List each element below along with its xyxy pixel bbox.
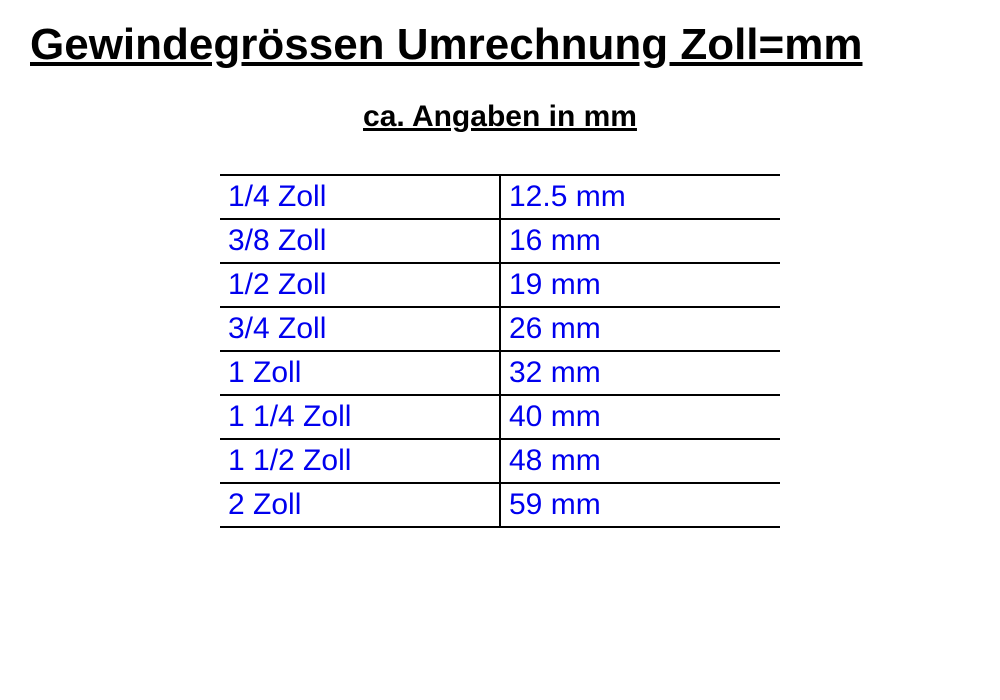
table-row: 3/4 Zoll 26 mm <box>220 307 780 351</box>
table-row: 3/8 Zoll 16 mm <box>220 219 780 263</box>
zoll-cell: 2 Zoll <box>220 483 500 527</box>
table-row: 2 Zoll 59 mm <box>220 483 780 527</box>
conversion-table-container: 1/4 Zoll 12.5 mm 3/8 Zoll 16 mm 1/2 Zoll… <box>30 174 970 528</box>
zoll-cell: 3/8 Zoll <box>220 219 500 263</box>
zoll-cell: 1 1/2 Zoll <box>220 439 500 483</box>
zoll-cell: 1 Zoll <box>220 351 500 395</box>
table-row: 1/4 Zoll 12.5 mm <box>220 175 780 219</box>
conversion-table: 1/4 Zoll 12.5 mm 3/8 Zoll 16 mm 1/2 Zoll… <box>220 174 780 528</box>
mm-cell: 26 mm <box>500 307 780 351</box>
mm-cell: 32 mm <box>500 351 780 395</box>
mm-cell: 40 mm <box>500 395 780 439</box>
page-title: Gewindegrössen Umrechnung Zoll=mm <box>30 20 970 70</box>
table-row: 1 Zoll 32 mm <box>220 351 780 395</box>
zoll-cell: 1/4 Zoll <box>220 175 500 219</box>
table-row: 1 1/2 Zoll 48 mm <box>220 439 780 483</box>
zoll-cell: 1 1/4 Zoll <box>220 395 500 439</box>
zoll-cell: 1/2 Zoll <box>220 263 500 307</box>
mm-cell: 59 mm <box>500 483 780 527</box>
mm-cell: 48 mm <box>500 439 780 483</box>
page-subtitle: ca. Angaben in mm <box>30 100 970 134</box>
table-row: 1/2 Zoll 19 mm <box>220 263 780 307</box>
mm-cell: 19 mm <box>500 263 780 307</box>
zoll-cell: 3/4 Zoll <box>220 307 500 351</box>
mm-cell: 16 mm <box>500 219 780 263</box>
table-row: 1 1/4 Zoll 40 mm <box>220 395 780 439</box>
mm-cell: 12.5 mm <box>500 175 780 219</box>
